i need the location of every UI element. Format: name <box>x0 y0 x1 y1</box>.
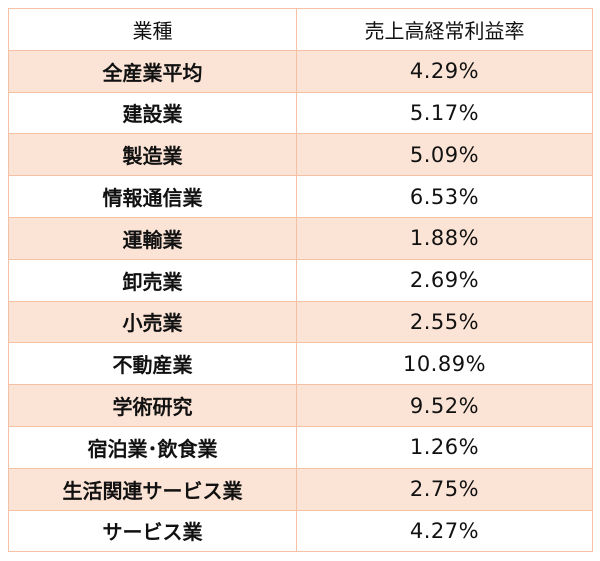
industry-cell: 小売業 <box>8 300 297 344</box>
table-row: 学術研究 9.52% <box>8 384 593 427</box>
table-row: 情報通信業 6.53% <box>8 175 593 218</box>
table-body: 全産業平均 4.29% 建設業 5.17% 製造業 5.09% 情報通信業 6.… <box>8 49 593 553</box>
industry-cell: 学術研究 <box>8 384 297 427</box>
ratio-cell: 4.29% <box>296 49 593 93</box>
industry-cell: 宿泊業･飲食業 <box>8 425 297 469</box>
industry-cell: 建設業 <box>8 91 297 135</box>
table-row: 全産業平均 4.29% <box>8 49 593 93</box>
table-row: 建設業 5.17% <box>8 91 593 135</box>
industry-cell: 全産業平均 <box>8 49 297 93</box>
industry-cell: サービス業 <box>8 509 297 553</box>
profit-ratio-table: 業種 売上高経常利益率 全産業平均 4.29% 建設業 5.17% 製造業 5.… <box>8 8 593 553</box>
ratio-cell: 1.88% <box>296 216 593 260</box>
header-industry: 業種 <box>8 8 297 51</box>
ratio-cell: 5.09% <box>296 133 593 177</box>
ratio-cell: 6.53% <box>296 175 593 218</box>
table-row: 宿泊業･飲食業 1.26% <box>8 425 593 469</box>
ratio-cell: 9.52% <box>296 384 593 427</box>
profit-ratio-table-container: 業種 売上高経常利益率 全産業平均 4.29% 建設業 5.17% 製造業 5.… <box>8 8 593 553</box>
ratio-cell: 10.89% <box>296 342 593 386</box>
industry-cell: 運輸業 <box>8 216 297 260</box>
industry-cell: 情報通信業 <box>8 175 297 218</box>
table-row: 生活関連サービス業 2.75% <box>8 467 593 511</box>
industry-cell: 不動産業 <box>8 342 297 386</box>
table-row: 運輸業 1.88% <box>8 216 593 260</box>
ratio-cell: 1.26% <box>296 425 593 469</box>
table-row: 不動産業 10.89% <box>8 342 593 386</box>
table-row: 卸売業 2.69% <box>8 258 593 302</box>
ratio-cell: 2.55% <box>296 300 593 344</box>
ratio-cell: 4.27% <box>296 509 593 553</box>
table-header-row: 業種 売上高経常利益率 <box>8 8 593 51</box>
header-ordinary-profit-ratio: 売上高経常利益率 <box>296 8 593 51</box>
ratio-cell: 2.75% <box>296 467 593 511</box>
table-row: 小売業 2.55% <box>8 300 593 344</box>
ratio-cell: 5.17% <box>296 91 593 135</box>
ratio-cell: 2.69% <box>296 258 593 302</box>
industry-cell: 卸売業 <box>8 258 297 302</box>
industry-cell: 製造業 <box>8 133 297 177</box>
table-row: サービス業 4.27% <box>8 509 593 553</box>
industry-cell: 生活関連サービス業 <box>8 467 297 511</box>
table-row: 製造業 5.09% <box>8 133 593 177</box>
